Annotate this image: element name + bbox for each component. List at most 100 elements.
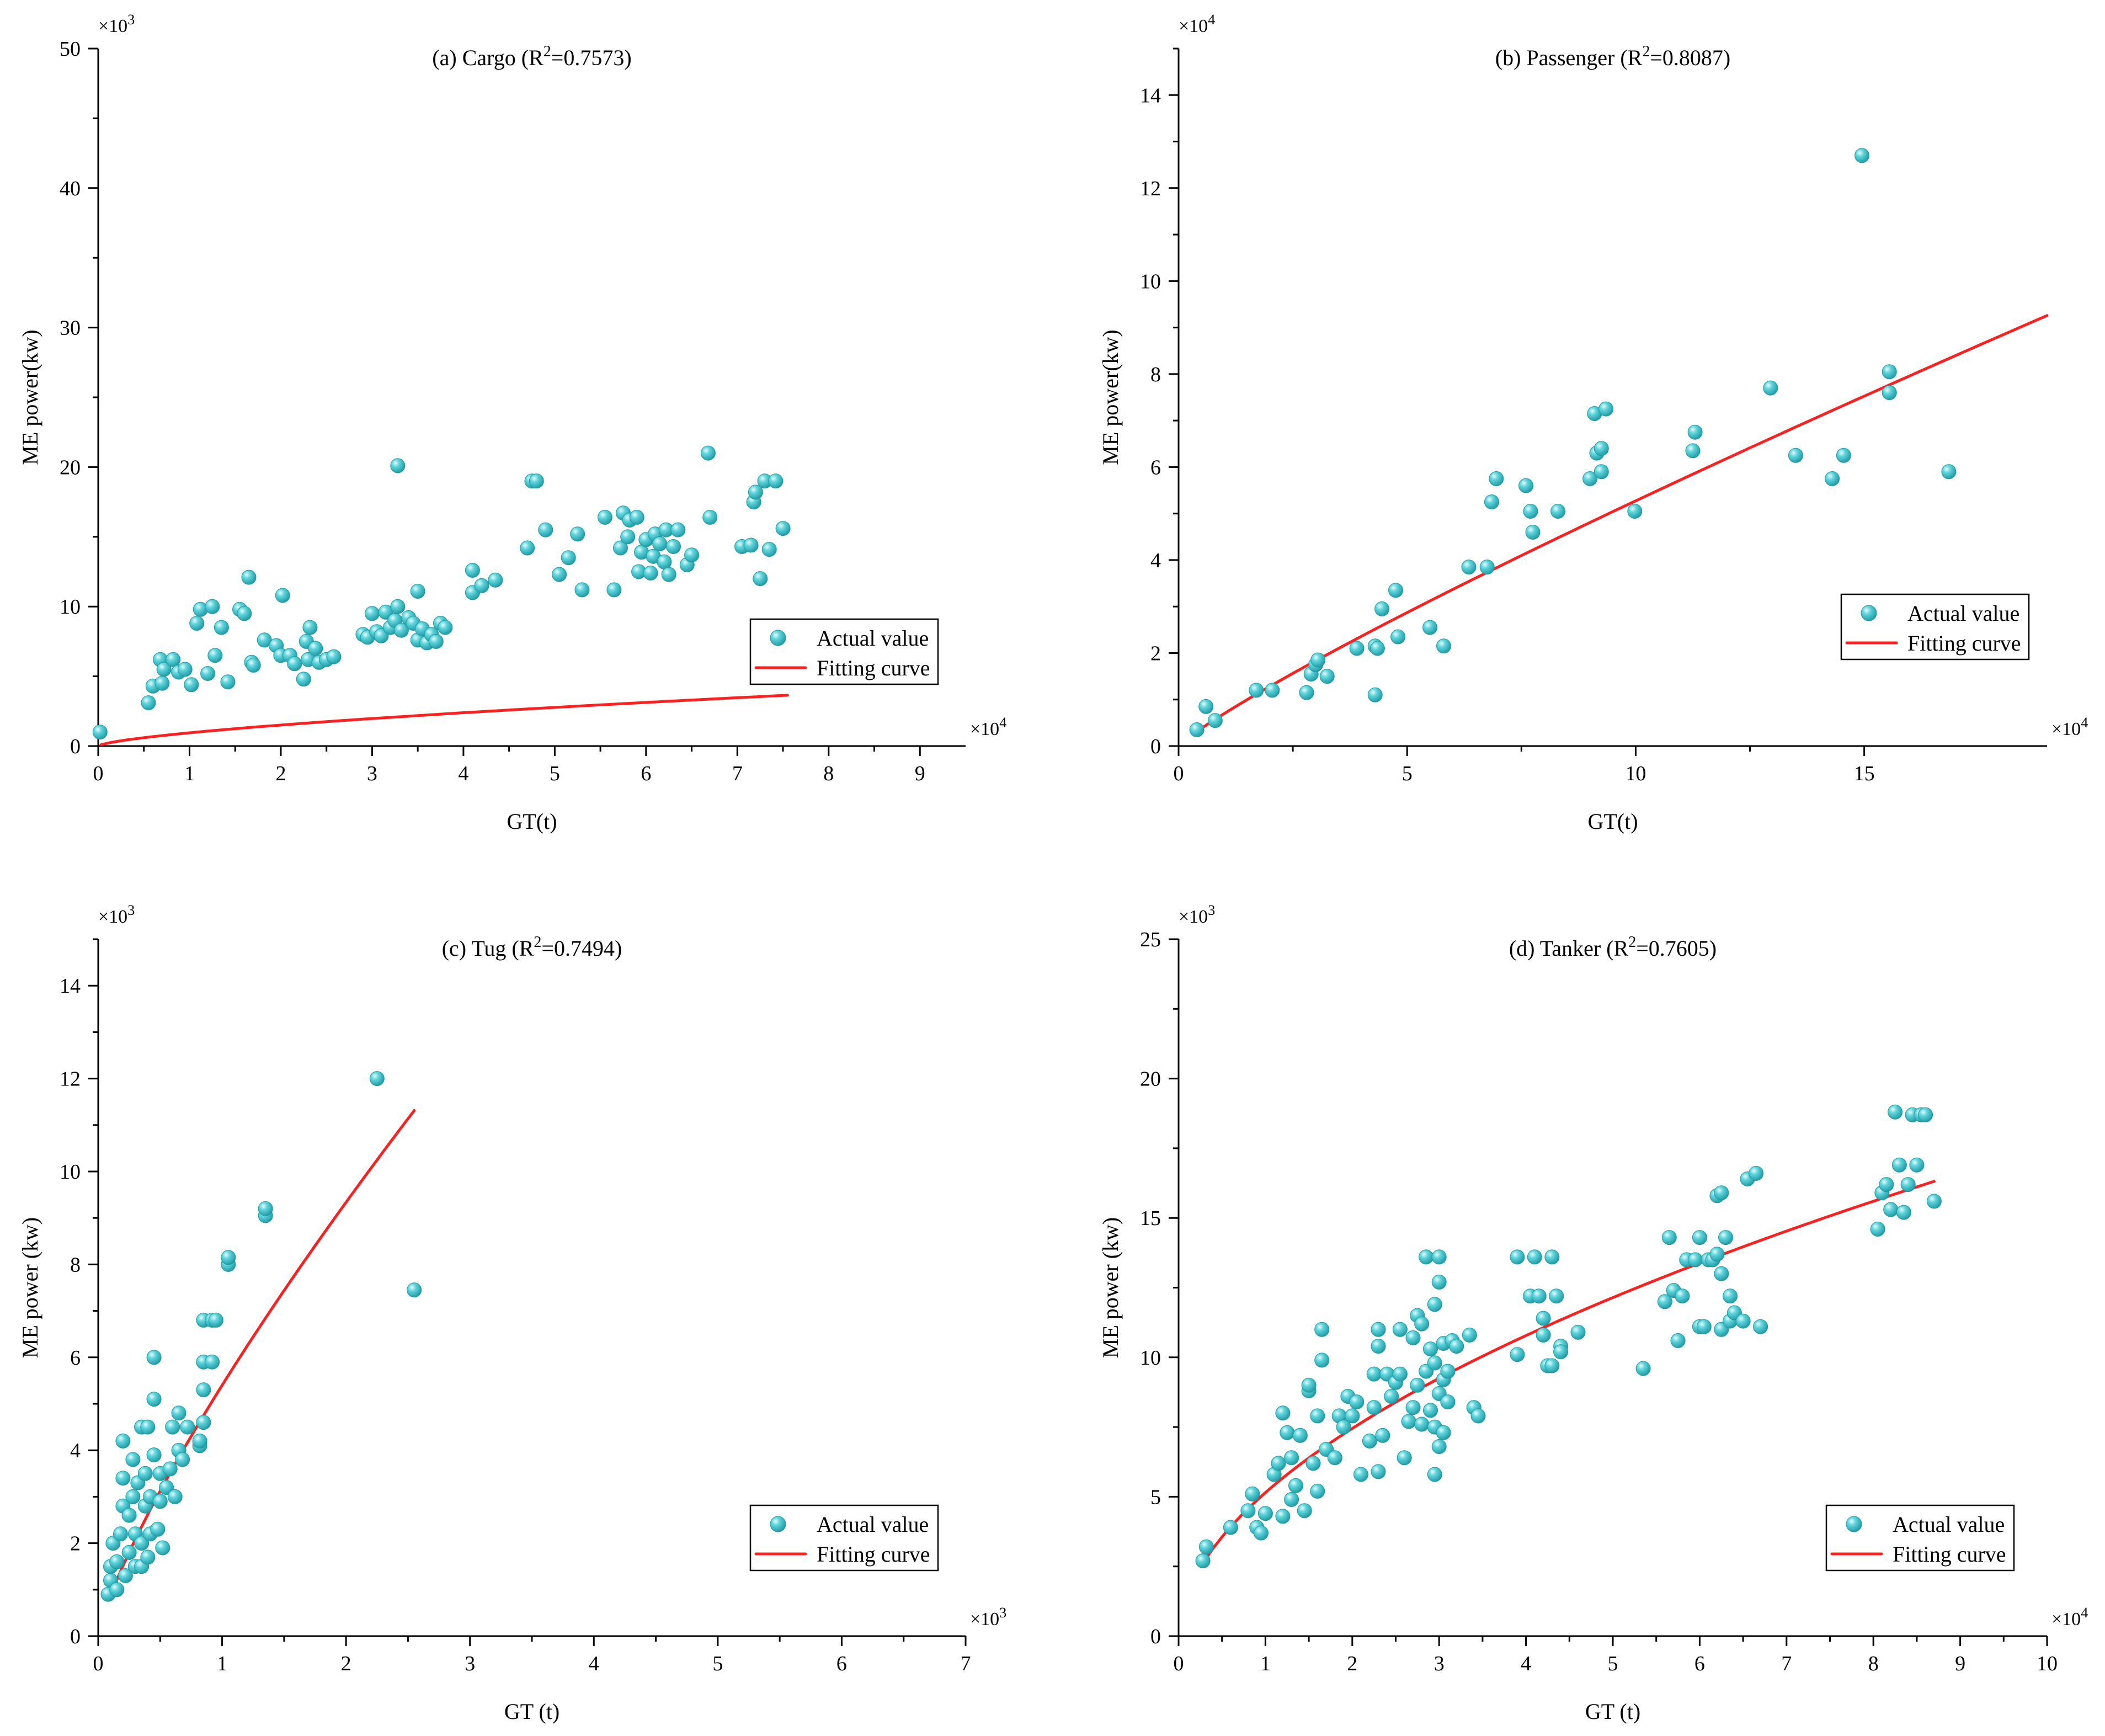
data-point [1518,478,1534,493]
data-point [1414,1316,1430,1332]
legend: Actual value Fitting curve [1825,1504,2015,1572]
data-point [700,445,716,461]
y-tick-label: 25 [1140,928,1161,951]
data-point [1896,1205,1911,1220]
data-point [1879,1177,1894,1192]
data-point [1371,1464,1386,1479]
data-point [1440,1394,1456,1410]
y-tick-label: 2 [1150,642,1161,665]
data-point [1427,1355,1442,1371]
data-point [159,1480,174,1495]
data-point [657,554,672,569]
data-point [488,572,503,588]
data-point [246,657,261,673]
data-point [666,539,681,554]
data-point [1223,1520,1238,1535]
data-point [109,1554,125,1569]
data-point [570,526,585,542]
data-point [1240,1503,1256,1519]
data-point [1367,687,1383,702]
x-tick-label: 7 [1781,1652,1792,1675]
data-point [237,606,252,621]
y-tick-label: 0 [1150,735,1161,758]
x-multiplier-exp: 4 [2081,1605,2088,1621]
legend-label-actual: Actual value [817,626,929,651]
data-point [113,1526,128,1542]
chart-title-tail: =0.7605) [1636,936,1717,961]
y-tick-label: 14 [60,974,81,998]
x-tick-label: 0 [93,1652,104,1675]
legend-box [749,618,939,685]
x-tick-label: 5 [550,762,560,785]
data-point [670,522,686,537]
data-point [1301,1377,1317,1393]
x-tick-label: 6 [1694,1652,1705,1675]
x-axis-title: GT(t) [1587,809,1638,834]
legend-box [1840,593,2030,661]
chart-title-tail: =0.7573) [551,45,632,70]
y-tick-label: 10 [1140,1346,1161,1370]
data-point [1310,1483,1325,1499]
x-tick-label: 9 [1955,1652,1965,1675]
y-tick-label: 0 [70,735,81,758]
data-point [1489,471,1504,486]
data-point [1336,1419,1351,1435]
data-point [1723,1288,1738,1304]
data-point [1249,683,1264,698]
data-point [125,1452,141,1467]
data-point [552,567,567,582]
x-tick-label: 0 [1174,1652,1184,1675]
data-point [184,677,199,693]
x-tick-label: 0 [1174,762,1184,785]
data-point [768,473,784,489]
data-point [125,1489,141,1504]
data-point [1257,1506,1273,1521]
data-point [1198,699,1214,714]
data-point [1390,629,1406,645]
y-tick-label: 6 [70,1346,81,1370]
data-point [1431,1274,1447,1290]
data-point [1594,441,1609,456]
data-point [146,1392,162,1407]
data-point [1392,1322,1408,1337]
x-tick-label: 4 [458,762,468,785]
data-point [205,1354,220,1370]
data-point [1544,1358,1560,1373]
data-point [1392,1366,1408,1382]
data-point [1484,494,1499,510]
data-point [1284,1492,1299,1507]
data-point [1327,1450,1342,1466]
fitting-curve [1195,314,2049,733]
chart-panel-2: 0 5 10 15 0 2 4 6 8 10 12 14 ×104 ×104 (b) Passenger (… [1098,12,2088,834]
data-point [1763,380,1778,396]
data-point [1882,364,1897,380]
data-point [1926,1194,1942,1209]
data-point [1271,1456,1286,1471]
data-point [171,1405,186,1421]
x-axis-title: GT (t) [504,1699,559,1724]
data-point [1635,1361,1651,1376]
x-tick-label: 2 [275,762,286,785]
data-point [1714,1185,1729,1201]
data-point [364,606,380,621]
data-point [1440,1364,1456,1379]
y-axis-title: ME power (kw) [1098,1217,1123,1359]
data-point [1195,1553,1211,1569]
y-tick-label: 10 [1140,270,1161,293]
data-point [1661,1230,1677,1245]
x-tick-label: 4 [589,1652,599,1675]
data-point [1918,1107,1933,1122]
y-tick-label: 20 [1140,1068,1161,1091]
legend-marker [1846,1516,1862,1532]
chart-panel-4: 0 1 2 3 4 5 6 7 8 9 10 0 5 10 15 20 25 ×103 ×104 (d) Tanker… [1098,902,2088,1724]
legend-label-actual: Actual value [1907,601,2019,626]
data-point [1888,1104,1903,1120]
data-point [1423,1403,1438,1418]
y-tick-label: 10 [60,595,81,619]
data-point [1718,1230,1734,1245]
data-point [761,542,777,557]
y-multiplier-exp: 3 [1208,902,1215,918]
data-point [390,458,406,473]
data-point [1366,1366,1382,1382]
data-point [538,522,553,537]
